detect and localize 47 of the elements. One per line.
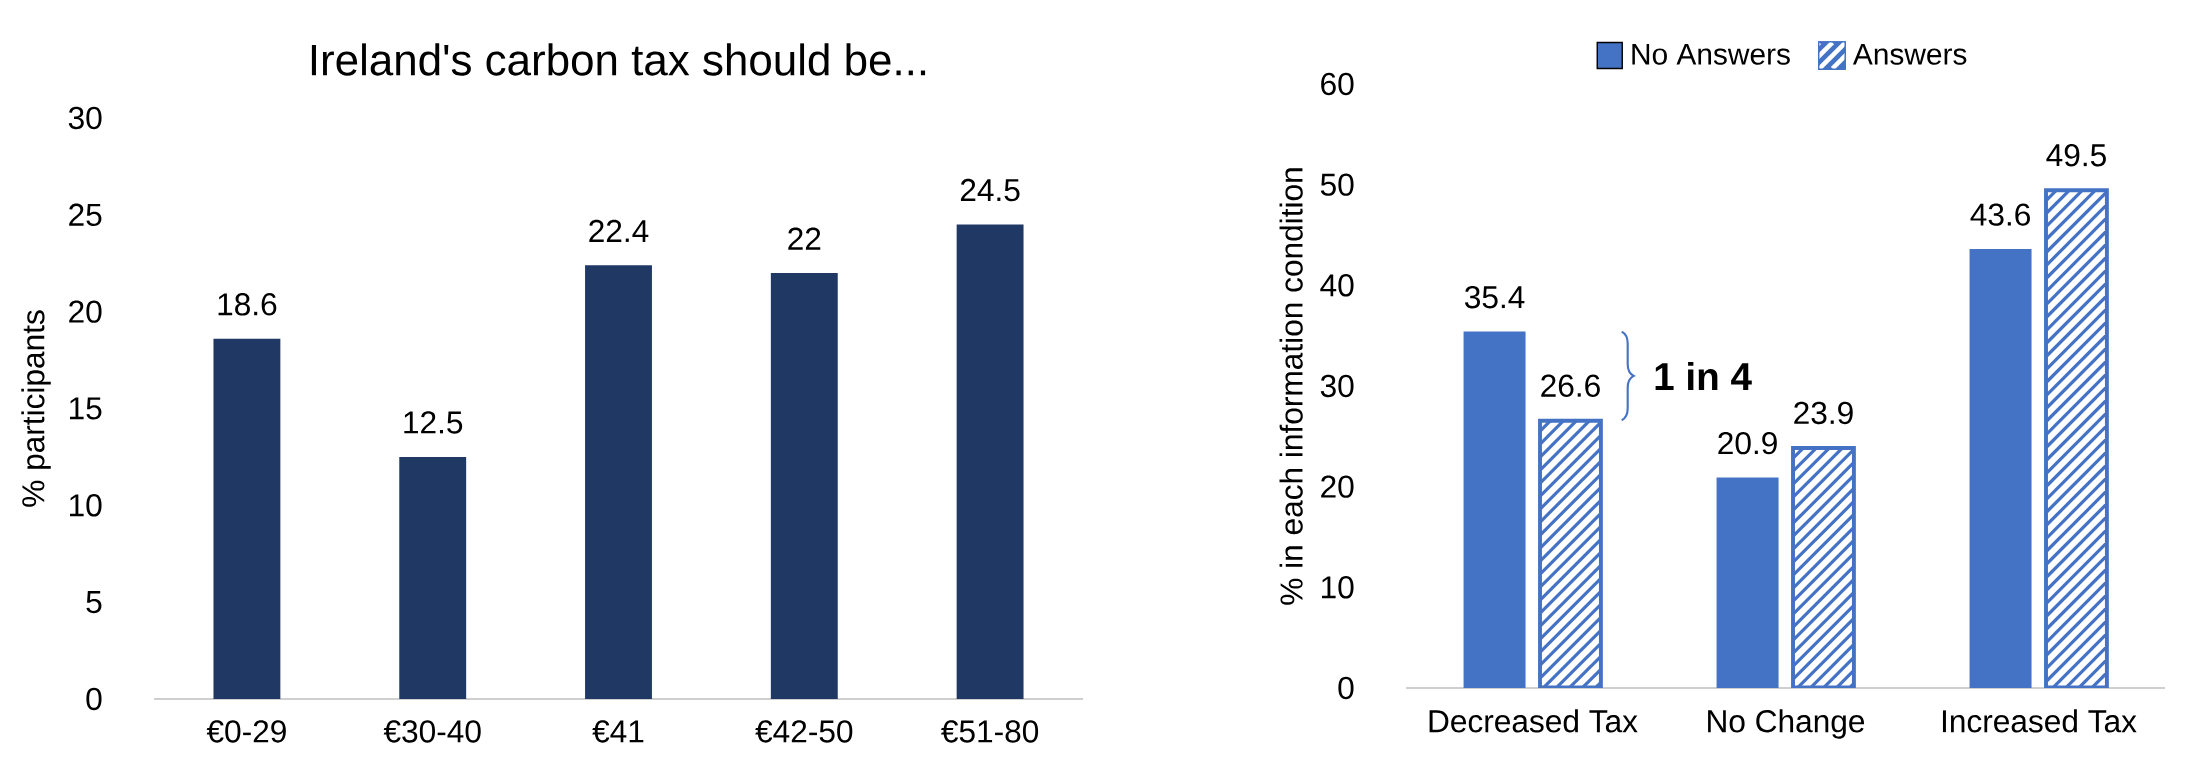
legend-label: Answers	[1852, 43, 1967, 65]
chart-title: Ireland's carbon tax should be...	[311, 43, 926, 76]
data-label: 22	[788, 227, 821, 250]
x-tick-label: €41	[592, 720, 644, 743]
legend-label: No Answers	[1632, 43, 1790, 65]
data-label: 12.5	[404, 411, 463, 434]
bar	[956, 224, 1024, 699]
y-axis-title: % in each information condition	[1279, 168, 1303, 605]
y-tick-label: 0	[86, 687, 102, 711]
annotation: 1 in 4	[1655, 361, 1752, 390]
x-tick-label: €42-50	[755, 720, 853, 743]
y-tick-label: 20	[69, 300, 102, 323]
bar	[399, 456, 467, 699]
data-label: 22.4	[589, 219, 649, 242]
y-tick-label: 30	[1320, 374, 1354, 398]
x-tick-label: No Change	[1708, 709, 1865, 739]
data-label: 20.9	[1718, 431, 1777, 455]
data-label: 35.4	[1464, 285, 1525, 309]
bar	[1463, 331, 1526, 688]
y-tick-label: 0	[1338, 676, 1354, 700]
bar	[1716, 477, 1779, 688]
y-axis-title: % participants	[21, 310, 51, 507]
bar	[585, 265, 652, 699]
y-tick-label: 5	[86, 591, 102, 614]
bar	[770, 272, 838, 699]
y-tick-label: 10	[70, 494, 102, 517]
bar	[213, 338, 281, 699]
y-tick-label: 40	[1320, 274, 1354, 297]
bar	[1969, 249, 2032, 688]
data-label: 43.6	[1970, 203, 2030, 226]
y-tick-label: 25	[69, 203, 102, 227]
x-tick-label: Increased Tax	[1942, 709, 2137, 733]
y-tick-label: 50	[1320, 173, 1354, 196]
x-tick-label: €30-40	[383, 720, 481, 743]
data-label: 24.5	[960, 178, 1020, 202]
y-tick-label: 15	[70, 397, 102, 420]
y-tick-label: 30	[68, 106, 102, 130]
data-label: 23.9	[1794, 401, 1853, 425]
x-tick-label: €0-29	[206, 720, 286, 743]
data-label: 49.5	[2046, 144, 2106, 167]
data-label: 18.6	[218, 293, 277, 316]
x-tick-label: €51-80	[941, 720, 1039, 743]
y-tick-label: 60	[1321, 72, 1354, 96]
x-tick-label: Decreased Tax	[1429, 709, 1638, 733]
data-label: 26.6	[1541, 374, 1600, 397]
y-tick-label: 20	[1321, 475, 1354, 498]
y-tick-label: 10	[1322, 576, 1354, 599]
